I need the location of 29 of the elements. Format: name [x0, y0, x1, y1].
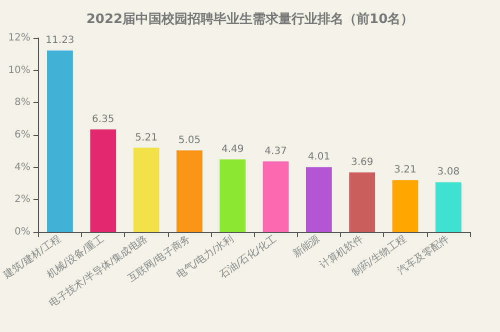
data-label: 5.21 — [135, 132, 158, 144]
bar — [176, 150, 202, 232]
data-label: 6.35 — [92, 114, 114, 125]
data-label: 5.05 — [178, 134, 201, 146]
chart-title: 2022届中国校园招聘毕业生需求量行业排名（前10名） — [86, 11, 414, 27]
y-tick-label: 10% — [8, 64, 30, 76]
y-tick-label: 0% — [14, 226, 30, 238]
y-tick-label: 2% — [14, 194, 30, 206]
y-tick-label: 8% — [14, 97, 30, 108]
data-label: 11.23 — [46, 34, 74, 46]
data-label: 3.69 — [350, 156, 374, 168]
y-tick-label: 4% — [14, 162, 30, 173]
data-label: 3.21 — [394, 164, 416, 176]
bar — [262, 161, 289, 232]
data-label: 3.08 — [437, 166, 460, 178]
y-tick-label: 6% — [14, 130, 30, 140]
y-tick-label: 12% — [8, 32, 30, 44]
data-label: 4.49 — [221, 144, 244, 155]
bar — [392, 180, 418, 232]
data-label: 4.01 — [308, 152, 330, 163]
bar — [90, 129, 116, 232]
bar — [435, 182, 462, 232]
bar — [220, 159, 246, 232]
bar — [306, 167, 332, 232]
bar — [349, 172, 376, 232]
bar — [47, 50, 73, 232]
x-tick-label: 新能源 — [290, 232, 322, 260]
bar — [133, 148, 160, 232]
data-label: 4.37 — [264, 146, 287, 157]
